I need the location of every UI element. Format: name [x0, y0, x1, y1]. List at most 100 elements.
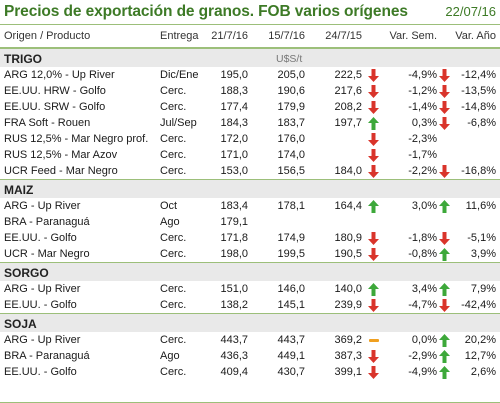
- cell-product: UCR - Mar Negro: [4, 248, 90, 260]
- down-arrow-icon: [439, 85, 450, 98]
- section-label: TRIGO: [4, 52, 42, 66]
- down-arrow-icon: [439, 165, 450, 178]
- cell-var-year: -14,8%: [461, 101, 496, 113]
- cell-product: UCR Feed - Mar Negro: [4, 165, 118, 177]
- cell-date-2: 174,9: [277, 232, 305, 244]
- header-date-2: 15/7/16: [268, 30, 305, 42]
- table-row: EE.UU. - Golfo Cerc. 171,8 174,9 180,9 -1,8% -…: [0, 230, 500, 246]
- cell-date-3: 239,9: [334, 299, 362, 311]
- up-arrow-icon: [439, 334, 450, 347]
- cell-var-year: -42,4%: [461, 299, 496, 311]
- cell-date-2: 174,0: [277, 149, 305, 161]
- down-arrow-icon: [439, 299, 450, 312]
- cell-var-week: -4,7%: [408, 299, 437, 311]
- up-arrow-icon: [368, 283, 379, 296]
- table-row: EE.UU. - Golfo Cerc. 409,4 430,7 399,1 -4,9% 2…: [0, 364, 500, 380]
- cell-var-year: -12,4%: [461, 69, 496, 81]
- cell-product: RUS 12,5% - Mar Negro prof.: [4, 133, 149, 145]
- header-date-1: 21/7/16: [211, 30, 248, 42]
- down-arrow-icon: [368, 165, 379, 178]
- cell-product: EE.UU. - Golfo: [4, 299, 77, 311]
- cell-product: FRA Soft - Rouen: [4, 117, 91, 129]
- cell-var-week: 3,4%: [411, 283, 437, 295]
- cell-date-1: 195,0: [220, 69, 248, 81]
- table-row: BRA - Paranaguá Ago 179,1: [0, 214, 500, 230]
- cell-var-year: 20,2%: [464, 334, 496, 346]
- table-body: TRIGO U$S/t ARG 12,0% - Up River Dic/Ene 195…: [0, 48, 500, 380]
- cell-var-week: -4,9%: [408, 69, 437, 81]
- table-row: EE.UU. - Golfo Cerc. 138,2 145,1 239,9 -4,7% -…: [0, 297, 500, 313]
- cell-product: EE.UU. HRW - Golfo: [4, 85, 106, 97]
- up-arrow-icon: [368, 117, 379, 130]
- cell-var-year: -5,1%: [467, 232, 496, 244]
- up-arrow-icon: [439, 200, 450, 213]
- table-row: ARG 12,0% - Up River Dic/Ene 195,0 205,0 222…: [0, 67, 500, 83]
- cell-product: BRA - Paranaguá: [4, 216, 90, 228]
- cell-delivery: Cerc.: [160, 149, 187, 161]
- report-date: 22/07/16: [445, 4, 496, 19]
- cell-delivery: Cerc.: [160, 248, 187, 260]
- cell-delivery: Oct: [160, 200, 178, 212]
- cell-date-1: 172,0: [220, 133, 248, 145]
- cell-var-year: -13,5%: [461, 85, 496, 97]
- section-header-sorgo: SORGO: [0, 262, 500, 281]
- cell-date-3: 222,5: [334, 69, 362, 81]
- cell-date-3: 387,3: [334, 350, 362, 362]
- cell-date-2: 205,0: [277, 69, 305, 81]
- unit-label: U$S/t: [276, 53, 303, 65]
- cell-var-year: 12,7%: [464, 350, 496, 362]
- cell-date-1: 177,4: [220, 101, 248, 113]
- cell-delivery: Dic/Ene: [160, 69, 199, 81]
- cell-date-1: 443,7: [220, 334, 248, 346]
- cell-date-1: 171,8: [220, 232, 248, 244]
- page-title: Precios de exportación de granos. FOB va…: [4, 3, 408, 20]
- cell-date-3: 180,9: [334, 232, 362, 244]
- cell-date-2: 449,1: [277, 350, 305, 362]
- cell-var-year: -6,8%: [467, 117, 496, 129]
- cell-date-1: 151,0: [220, 283, 248, 295]
- table-row: ARG - Up River Oct 183,4 178,1 164,4 3,0% 11,6…: [0, 198, 500, 214]
- header-delivery: Entrega: [160, 30, 199, 42]
- cell-product: ARG 12,0% - Up River: [4, 69, 115, 81]
- up-arrow-icon: [368, 200, 379, 213]
- cell-date-1: 184,3: [220, 117, 248, 129]
- cell-product: BRA - Paranaguá: [4, 350, 90, 362]
- cell-date-3: 140,0: [334, 283, 362, 295]
- cell-date-1: 153,0: [220, 165, 248, 177]
- cell-product: EE.UU. - Golfo: [4, 232, 77, 244]
- down-arrow-icon: [439, 101, 450, 114]
- cell-date-1: 409,4: [220, 366, 248, 378]
- down-arrow-icon: [439, 117, 450, 130]
- header-date-3: 24/7/15: [325, 30, 362, 42]
- flat-dash-icon: [369, 339, 379, 342]
- cell-var-year: 7,9%: [470, 283, 496, 295]
- cell-product: EE.UU. - Golfo: [4, 366, 77, 378]
- header-var-week: Var. Sem.: [389, 30, 437, 42]
- cell-date-1: 138,2: [220, 299, 248, 311]
- cell-delivery: Ago: [160, 216, 180, 228]
- down-arrow-icon: [368, 133, 379, 146]
- table-row: ARG - Up River Cerc. 151,0 146,0 140,0 3,4% 7,…: [0, 281, 500, 297]
- cell-product: RUS 12,5% - Mar Azov: [4, 149, 118, 161]
- cell-date-1: 188,3: [220, 85, 248, 97]
- cell-date-1: 436,3: [220, 350, 248, 362]
- column-header-row: Origen / Producto Entrega 21/7/16 15/7/1…: [0, 25, 500, 48]
- cell-delivery: Ago: [160, 350, 180, 362]
- down-arrow-icon: [368, 350, 379, 363]
- down-arrow-icon: [368, 149, 379, 162]
- cell-delivery: Cerc.: [160, 232, 187, 244]
- cell-date-1: 171,0: [220, 149, 248, 161]
- down-arrow-icon: [439, 69, 450, 82]
- cell-var-year: -16,8%: [461, 165, 496, 177]
- cell-date-3: 184,0: [334, 165, 362, 177]
- cell-var-week: -0,8%: [408, 248, 437, 260]
- cell-var-week: 0,0%: [411, 334, 437, 346]
- cell-delivery: Cerc.: [160, 101, 187, 113]
- down-arrow-icon: [439, 232, 450, 245]
- table-row: UCR - Mar Negro Cerc. 198,0 199,5 190,5 -0,8%…: [0, 246, 500, 262]
- section-header-soja: SOJA: [0, 313, 500, 332]
- down-arrow-icon: [368, 366, 379, 379]
- down-arrow-icon: [368, 248, 379, 261]
- down-arrow-icon: [368, 232, 379, 245]
- cell-date-2: 443,7: [277, 334, 305, 346]
